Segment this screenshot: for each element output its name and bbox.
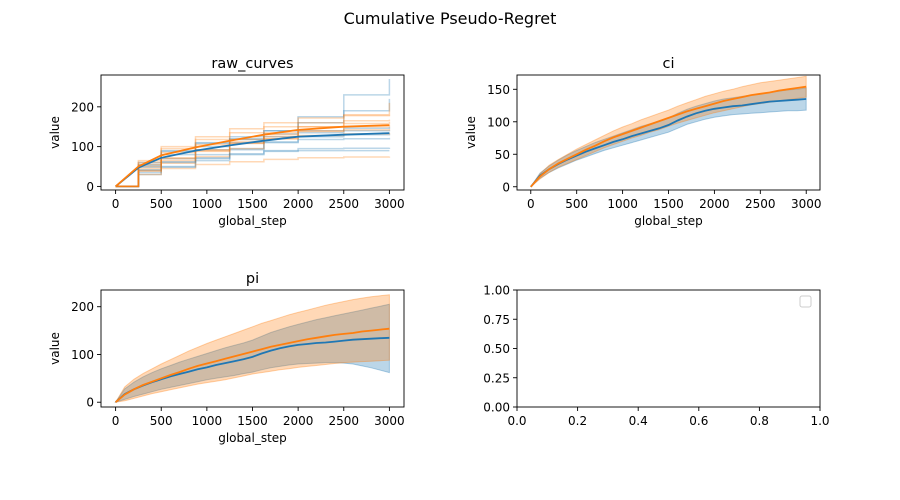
y-tick-label: 0.50 <box>483 342 510 356</box>
y-tick-label: 50 <box>495 148 510 162</box>
x-tick-label: 500 <box>150 197 173 211</box>
x-tick-label: 1000 <box>192 197 223 211</box>
x-tick-label: 0 <box>112 197 120 211</box>
plot-area <box>530 75 807 188</box>
y-tick-label: 0.00 <box>483 401 510 415</box>
y-axis-label: value <box>48 332 62 365</box>
raw-curve-1-4 <box>115 156 391 188</box>
x-tick-label: 0.2 <box>568 414 587 428</box>
raw-curve-0-1 <box>115 137 391 188</box>
y-axis-label: value <box>464 116 478 149</box>
subplot-title: ci <box>662 56 674 72</box>
subplot-ci: 0 500 1000 1500 2000 2500 3000 0 50 100 150 ci globa… <box>464 56 822 228</box>
y-tick-label: 100 <box>71 140 94 154</box>
y-tick-label: 200 <box>71 300 94 314</box>
x-tick-label: 1500 <box>237 414 268 428</box>
series-line-1 <box>530 85 807 188</box>
raw-curve-1-6 <box>115 124 391 188</box>
subplot-empty: 0.0 0.2 0.4 0.6 0.8 1.0 0.00 0.25 0.50 0.75 1.00 <box>483 284 829 429</box>
x-axis-label: global_step <box>634 214 703 228</box>
y-tick-label: 150 <box>487 83 510 97</box>
y-tick-label: 0.75 <box>483 313 510 327</box>
x-tick-label: 0.4 <box>629 414 648 428</box>
subplot-title: pi <box>246 271 259 287</box>
plot-area <box>114 294 390 404</box>
x-tick-label: 2000 <box>283 414 314 428</box>
x-tick-label: 2000 <box>283 197 314 211</box>
x-tick-label: 3000 <box>374 414 405 428</box>
y-tick-label: 100 <box>487 115 510 129</box>
x-tick-label: 0 <box>112 414 120 428</box>
raw-curve-1-3 <box>115 128 391 188</box>
x-tick-label: 1.0 <box>810 414 829 428</box>
x-tick-label: 0.8 <box>750 414 769 428</box>
figure-title: Cumulative Pseudo-Regret <box>344 9 557 28</box>
plot-area <box>115 79 391 188</box>
raw-curve-1-0 <box>115 119 391 188</box>
raw-curve-0-7 <box>115 129 391 188</box>
raw-curve-0-6 <box>115 149 390 188</box>
subplot-grid: 0 500 1000 1500 2000 2500 30000100200raw_curve… <box>48 56 830 445</box>
x-tick-label: 1000 <box>607 197 638 211</box>
y-tick-label: 1.00 <box>483 284 510 298</box>
confidence-band-1 <box>114 294 390 403</box>
y-tick-label: 100 <box>71 348 94 362</box>
x-axis-label: global_step <box>218 214 287 228</box>
x-tick-label: 1000 <box>192 414 223 428</box>
raw-curve-0-5 <box>115 79 391 188</box>
raw-curve-1-2 <box>115 102 391 188</box>
series-line-0 <box>115 336 390 403</box>
x-tick-label: 2500 <box>328 197 359 211</box>
x-tick-label: 2500 <box>745 197 776 211</box>
x-tick-label: 2000 <box>699 197 730 211</box>
raw-curve-0-3 <box>115 126 391 188</box>
y-tick-label: 0 <box>86 396 94 410</box>
y-tick-label: 0 <box>502 180 510 194</box>
series-line-0 <box>115 132 390 188</box>
x-tick-label: 3000 <box>791 197 822 211</box>
raw-curve-0-0 <box>115 98 391 188</box>
y-tick-label: 0.25 <box>483 371 510 385</box>
x-axis-label: global_step <box>218 431 287 445</box>
x-tick-label: 2500 <box>328 414 359 428</box>
series-line-1 <box>115 124 390 188</box>
x-tick-label: 1500 <box>237 197 268 211</box>
raw-curve-1-7 <box>115 122 391 188</box>
y-tick-label: 0 <box>86 180 94 194</box>
x-tick-label: 3000 <box>374 197 405 211</box>
series-line-1 <box>115 327 390 403</box>
raw-curve-0-4 <box>115 133 391 188</box>
raw-curve-0-2 <box>115 147 391 188</box>
x-tick-label: 1500 <box>653 197 684 211</box>
subplot-pi: 0 500 1000 1500 2000 2500 3000 0 100 200 pi global_… <box>48 271 405 445</box>
legend-box <box>799 295 812 308</box>
x-tick-label: 0.6 <box>689 414 708 428</box>
series-line-0 <box>530 98 807 188</box>
x-tick-label: 0 <box>527 197 535 211</box>
subplot-title: raw_curves <box>211 56 293 72</box>
y-tick-label: 200 <box>71 100 94 114</box>
y-axis-label: value <box>48 116 62 149</box>
x-tick-label: 500 <box>565 197 588 211</box>
x-tick-label: 500 <box>150 414 173 428</box>
subplot-raw_curves: 0 500 1000 1500 2000 2500 3000 0 100 200 raw_curve… <box>48 56 405 228</box>
x-tick-label: 0.0 <box>507 414 526 428</box>
